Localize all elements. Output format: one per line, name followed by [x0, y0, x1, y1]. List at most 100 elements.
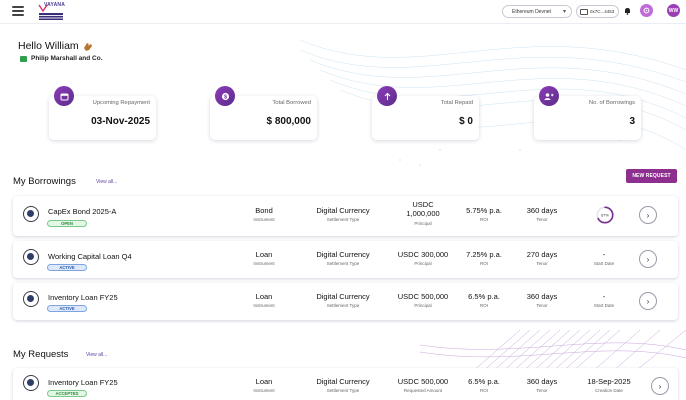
principal-cell: USDC 300,000 Principal	[391, 250, 455, 267]
tenor-value: 270 days	[526, 250, 558, 259]
row-open-button[interactable]: ›	[639, 206, 657, 224]
roi-cell: 5.75% p.a. ROI	[458, 206, 510, 223]
stat-label: Total Repaid	[440, 100, 473, 106]
top-bar: VAYANA Ethereum Devnet ▾ 0x7C...4453 WW	[0, 0, 686, 24]
instrument-value: Loan	[255, 292, 273, 301]
chevron-right-icon: ›	[646, 296, 650, 306]
wallet-address: 0x7C...4453	[590, 9, 615, 14]
settlement-cell: Digital Currency Settlement Type	[303, 250, 383, 267]
network-select-value: Ethereum Devnet	[512, 8, 551, 15]
borrowing-row[interactable]: Working Capital Loan Q4 ACTIVE Loan Inst…	[13, 241, 678, 278]
request-row[interactable]: Inventory Loan FY25 ACCEPTED Loan Instru…	[13, 368, 678, 400]
settlement-cell: Digital Currency Settlement Type	[303, 206, 383, 222]
stat-card-number-of-borrowings: No. of Borrowings 3	[534, 86, 641, 140]
status-badge: OPEN	[47, 220, 87, 227]
tenor-value: 360 days	[526, 206, 558, 215]
dollar-icon: $	[215, 86, 235, 106]
requests-view-all-link[interactable]: View all...	[86, 352, 108, 358]
logo-text: VAYANA	[44, 2, 66, 8]
chevron-right-icon: ›	[646, 210, 650, 220]
principal-label: Principal	[414, 220, 432, 226]
briefcase-icon	[20, 55, 27, 62]
tenor-label: Tenor	[536, 261, 548, 267]
row-open-button[interactable]: ›	[639, 292, 657, 310]
stat-card-total-repaid: Total Repaid $ 0	[372, 86, 479, 140]
tenor-value: 360 days	[526, 292, 558, 301]
principal-value: USDC 300,000	[397, 250, 449, 259]
chevron-right-icon: ›	[646, 254, 650, 264]
settlement-value: Digital Currency	[316, 292, 370, 301]
settlement-label: Settlement Type	[326, 261, 360, 267]
chevron-down-icon: ▾	[562, 9, 566, 15]
wave-hand-icon	[83, 42, 92, 51]
instrument-value: Loan	[255, 377, 273, 386]
user-avatar[interactable]: WW	[667, 4, 680, 17]
tenor-cell: 360 days Tenor	[516, 292, 568, 309]
stat-card-total-borrowed: $ Total Borrowed $ 800,000	[210, 86, 317, 140]
instrument-cell: Loan Instrument	[236, 377, 292, 394]
instrument-label: Instrument	[253, 388, 275, 394]
tenor-cell: 360 days Tenor	[516, 377, 568, 394]
creation-date-cell: 18-Sep-2025 Creation Date	[578, 377, 640, 394]
principal-cell: USDC 500,000 Principal	[391, 292, 455, 309]
issuer-logo-icon	[23, 249, 39, 265]
roi-value: 6.5% p.a.	[468, 292, 500, 301]
borrowing-row[interactable]: Inventory Loan FY25 ACTIVE Loan Instrume…	[13, 283, 678, 320]
tenor-label: Tenor	[536, 303, 548, 309]
principal-cell: USDC 1,000,000 Principal	[391, 200, 455, 226]
stat-label: No. of Borrowings	[588, 100, 635, 106]
settlement-value: Digital Currency	[316, 206, 370, 215]
logo-icon	[38, 4, 63, 20]
start-date-cell: - Start Date	[578, 292, 630, 308]
principal-amount: 1,000,000	[406, 209, 440, 219]
instrument-label: Instrument	[253, 217, 275, 223]
tenor-cell: 270 days Tenor	[516, 250, 568, 267]
stat-value: $ 0	[459, 116, 473, 127]
borrowing-name: Working Capital Loan Q4	[48, 252, 132, 261]
borrowing-name: CapEx Bond 2025-A	[48, 207, 117, 216]
roi-label: ROI	[479, 217, 488, 223]
roi-value: 7.25% p.a.	[466, 250, 502, 259]
settlement-cell: Digital Currency Settlement Type	[303, 377, 383, 394]
borrowings-view-all-link[interactable]: View all...	[96, 179, 118, 185]
borrowing-row[interactable]: CapEx Bond 2025-A OPEN Bond Instrument D…	[13, 196, 678, 236]
instrument-label: Instrument	[253, 303, 275, 309]
wallet-address-chip[interactable]: 0x7C...4453	[576, 5, 619, 18]
calendar-icon	[54, 86, 74, 106]
instrument-label: Instrument	[253, 261, 275, 267]
wallet-icon	[580, 8, 588, 15]
roi-value: 5.75% p.a.	[466, 206, 502, 215]
bell-icon[interactable]	[624, 7, 631, 15]
borrowing-name: Inventory Loan FY25	[48, 293, 118, 302]
row-open-button[interactable]: ›	[639, 250, 657, 268]
start-date-cell: - Start Date	[578, 250, 630, 267]
tenor-label: Tenor	[536, 388, 548, 394]
hamburger-menu-icon[interactable]	[12, 6, 24, 16]
row-open-button[interactable]: ›	[651, 377, 669, 395]
progress-percent: 67%	[601, 212, 609, 217]
roi-label: ROI	[479, 388, 488, 394]
roi-value: 6.5% p.a.	[468, 377, 500, 386]
creation-date-label: Creation Date	[595, 388, 623, 394]
settlement-label: Settlement Type	[326, 388, 360, 394]
settings-button[interactable]	[640, 4, 653, 17]
my-requests-title: My Requests	[13, 349, 69, 360]
principal-label: Principal	[414, 303, 432, 309]
stat-label: Total Borrowed	[272, 100, 311, 106]
arrow-up-icon	[377, 86, 397, 106]
start-date-label: Start Date	[593, 261, 615, 267]
new-request-button[interactable]: NEW REQUEST	[626, 169, 677, 183]
my-borrowings-title: My Borrowings	[13, 176, 76, 187]
stat-card-upcoming-repayment: Upcoming Repayment 03-Nov-2025	[49, 86, 156, 140]
users-icon	[539, 86, 559, 106]
instrument-cell: Loan Instrument	[236, 292, 292, 309]
roi-cell: 7.25% p.a. ROI	[458, 250, 510, 266]
greeting-heading: Hello William	[18, 40, 93, 52]
progress-ring: 67%	[596, 206, 614, 224]
settlement-value: Digital Currency	[316, 250, 370, 259]
tenor-cell: 360 days Tenor	[516, 206, 568, 222]
network-select[interactable]: Ethereum Devnet ▾	[502, 5, 572, 18]
request-name: Inventory Loan FY25	[48, 378, 118, 387]
roi-cell: 6.5% p.a. ROI	[458, 377, 510, 394]
principal-label: Principal	[414, 261, 432, 267]
